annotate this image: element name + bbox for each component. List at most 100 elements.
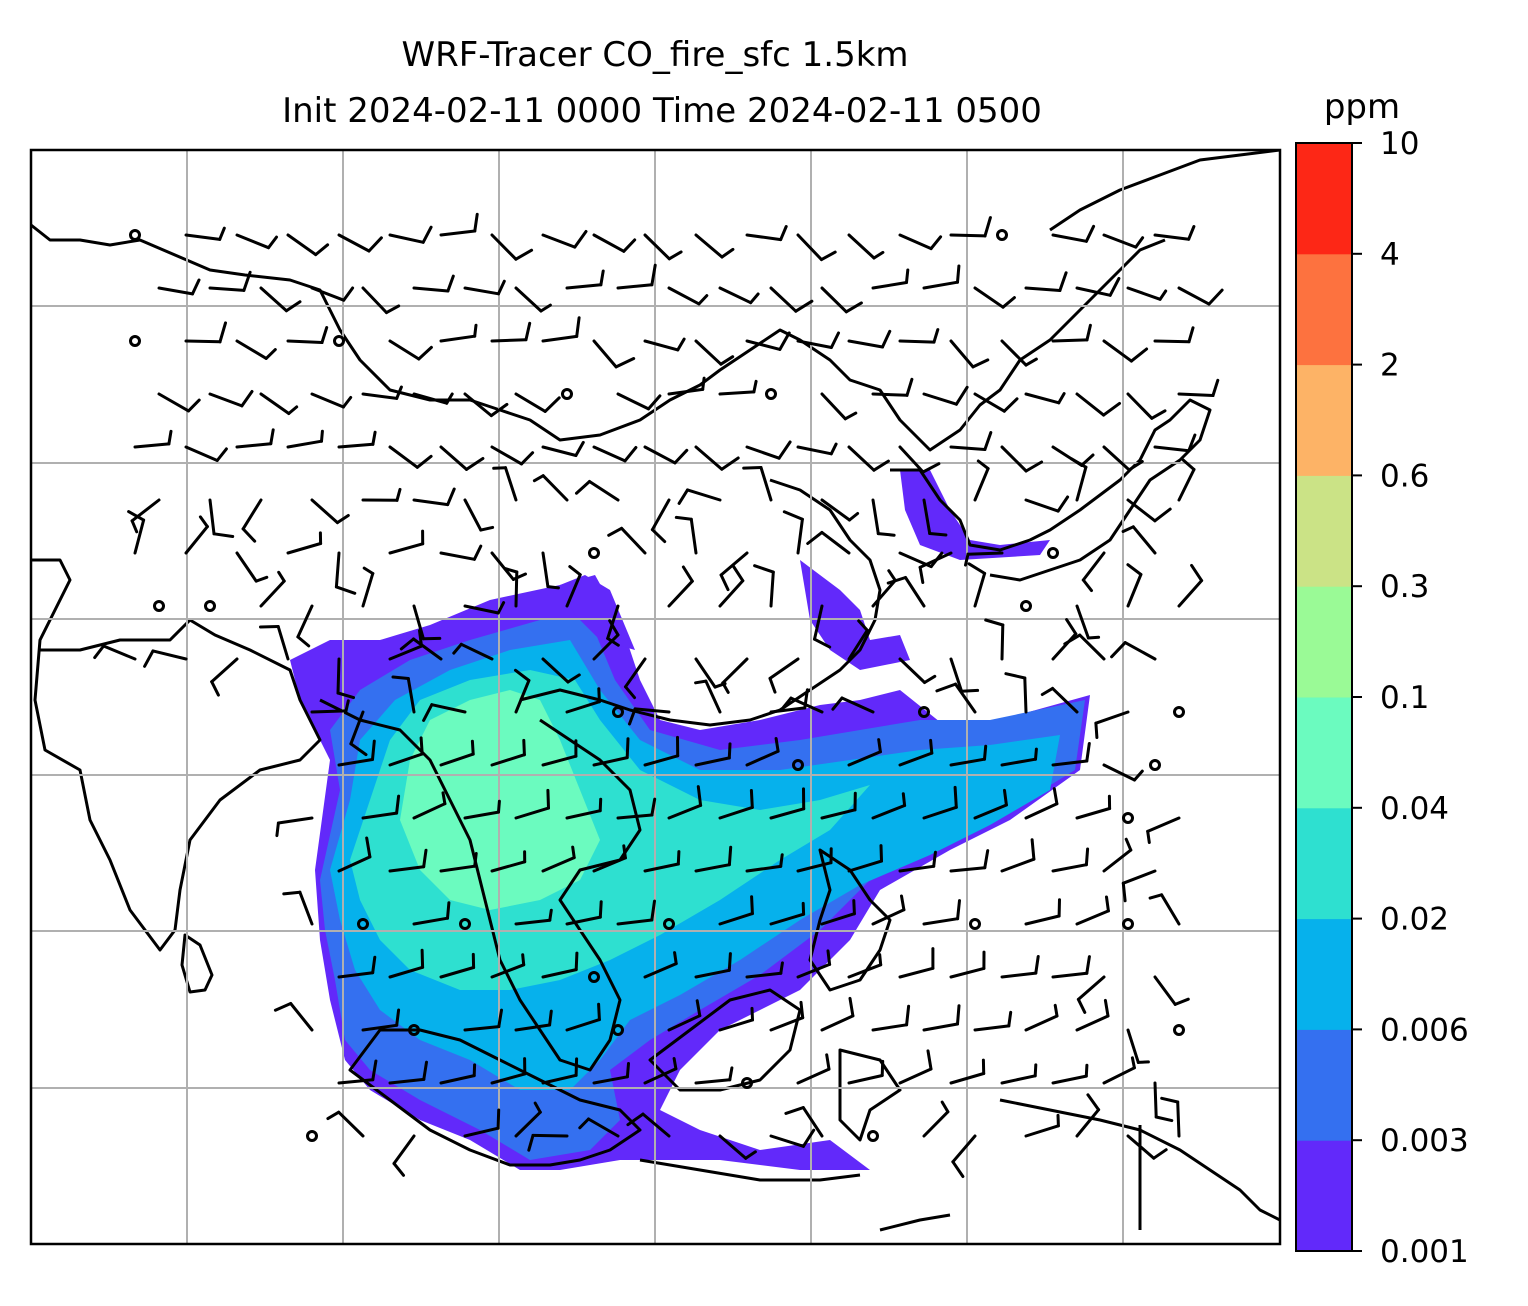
wind-barb	[898, 445, 941, 474]
wind-barb	[918, 551, 953, 584]
wind-barb	[643, 735, 680, 767]
wind-barb	[259, 286, 302, 313]
wind-barb	[439, 323, 478, 343]
wind-barb	[259, 570, 286, 608]
wind-barb	[286, 429, 324, 449]
colorbar-segment	[1296, 1029, 1352, 1141]
wind-barb	[490, 445, 535, 466]
wind-barb	[1177, 378, 1220, 397]
coastline-china-north	[31, 223, 1166, 452]
wind-barb	[718, 895, 754, 926]
wind-barb	[1126, 286, 1168, 301]
wind-barb	[490, 738, 526, 767]
wind-barb	[847, 233, 885, 260]
wind-barb	[871, 792, 907, 820]
wind-barb	[871, 268, 910, 290]
wind-barb	[922, 1004, 961, 1032]
wind-barb	[565, 269, 605, 290]
colorbar-segments	[1296, 143, 1352, 1252]
wind-barb	[208, 498, 235, 538]
wind-barb	[616, 392, 662, 411]
wind-barb	[578, 1117, 620, 1138]
coastline-east-coast	[1049, 150, 1280, 232]
wind-barb	[1102, 837, 1133, 873]
wind-barb	[781, 696, 824, 714]
wind-barb	[1076, 975, 1106, 1014]
wind-barb	[918, 706, 930, 718]
wind-barb	[241, 498, 263, 543]
wind-barb	[1177, 286, 1224, 306]
wind-barb	[565, 565, 582, 608]
wind-barb	[677, 488, 722, 505]
wind-barb	[1075, 895, 1110, 926]
wind-barb	[745, 961, 784, 979]
wind-barb	[388, 848, 428, 873]
wind-barb	[514, 392, 561, 413]
wind-barb	[871, 498, 896, 537]
wind-barb	[612, 706, 624, 718]
wind-barb	[349, 710, 368, 757]
wind-barb	[1000, 339, 1038, 367]
wind-barb	[565, 1002, 601, 1032]
wind-barb	[886, 576, 926, 608]
wind-barb	[1148, 893, 1181, 926]
wind-barb	[184, 321, 227, 344]
wind-barb	[1126, 1134, 1168, 1160]
wind-barb	[490, 850, 527, 873]
wind-barb	[871, 894, 906, 926]
wind-barb	[973, 392, 1019, 413]
wind-barb	[235, 551, 269, 583]
wind-barb	[643, 445, 689, 465]
wind-barb	[1081, 551, 1106, 593]
wind-barb	[1051, 847, 1090, 873]
wind-barb	[628, 707, 671, 726]
wind-barb	[694, 445, 740, 471]
wind-barb	[718, 379, 758, 396]
wind-barb	[949, 431, 993, 451]
wind-barb	[527, 1133, 569, 1152]
coastline-sumatra	[348, 1028, 642, 1167]
wind-barb	[208, 390, 254, 408]
wind-barb	[282, 890, 314, 926]
colorbar-segment	[1296, 1140, 1352, 1252]
colorbar: ppm 0.001 0.003 0.006 0.02 0.04 0.1 0.3 0.6 2 4 10	[1295, 87, 1469, 1270]
wind-barb	[1075, 1093, 1101, 1138]
wind-barb	[1004, 672, 1028, 714]
wind-barb	[1000, 955, 1040, 979]
wind-barb	[898, 850, 937, 873]
wind-barb	[949, 1058, 986, 1085]
wind-barb	[93, 644, 137, 661]
wind-barb	[973, 788, 1008, 820]
wind-barb	[452, 642, 494, 661]
wind-barb	[1024, 495, 1070, 513]
wind-barb	[575, 480, 620, 502]
wind-barb	[616, 263, 657, 290]
wind-barb	[898, 947, 935, 979]
wind-barb	[820, 286, 863, 314]
wind-barb	[1173, 706, 1185, 718]
wind-barb	[847, 619, 869, 661]
wind-barb	[867, 1130, 879, 1142]
wind-barb	[463, 601, 506, 615]
wind-barb	[1075, 794, 1112, 820]
wind-barb	[337, 1059, 378, 1085]
wind-barb	[694, 742, 732, 767]
wind-barb	[1024, 1113, 1060, 1138]
wind-barb	[1051, 742, 1091, 767]
wind-barb	[259, 625, 290, 661]
wind-barb	[674, 515, 698, 555]
wind-barb	[784, 1106, 824, 1138]
wind-barb	[768, 657, 800, 694]
wind-barb	[718, 564, 745, 608]
wind-barb	[813, 604, 832, 649]
wind-barb	[922, 385, 969, 406]
wind-barb	[463, 279, 506, 296]
wind-barb	[922, 264, 961, 290]
wind-barb	[235, 428, 275, 449]
colorbar-segment	[1296, 364, 1352, 476]
wind-barb	[337, 233, 383, 253]
colorbar-unit: ppm	[1324, 87, 1400, 127]
wind-barb	[541, 316, 581, 343]
co-plume-contours	[290, 470, 1090, 1170]
wind-barb	[1040, 686, 1079, 714]
